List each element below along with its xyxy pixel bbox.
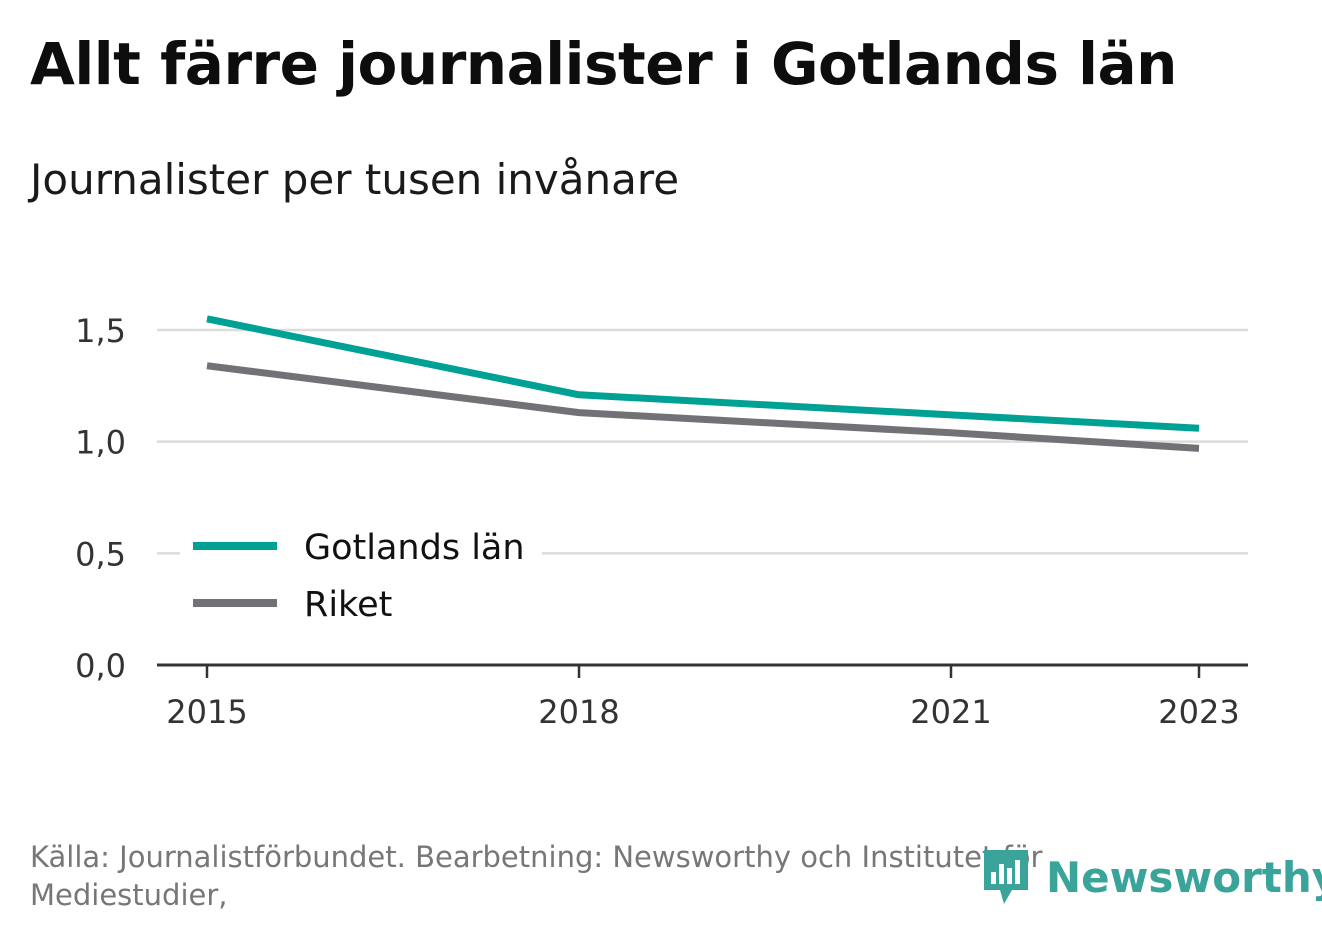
x-tick-label-0: 2015: [166, 693, 247, 731]
x-tick-label-2: 2021: [910, 693, 991, 731]
series-line-1: [206, 362, 1200, 452]
y-tick-label-3: 1,5: [75, 312, 126, 350]
series-lines: [206, 315, 1200, 452]
y-tick-label-1: 0,5: [75, 535, 126, 573]
y-tick-label-2: 1,0: [75, 424, 126, 462]
legend-label-0: Gotlands län: [304, 528, 525, 568]
legend-label-1: Riket: [304, 585, 392, 625]
x-tick-label-3: 2023: [1158, 693, 1239, 731]
newsworthy-logo-icon: [984, 850, 1028, 904]
y-tick-label-0: 0,0: [75, 647, 126, 685]
chart-title: Allt färre journalister i Gotlands län: [30, 30, 1177, 98]
brand-name: Newsworthy: [1046, 852, 1322, 902]
legend: Gotlands län Riket: [180, 515, 542, 635]
series-line-0: [206, 315, 1200, 432]
source-note: Källa: Journalistförbundet. Bearbetning:…: [30, 840, 1043, 912]
brand-logo: Newsworthy: [980, 846, 1322, 908]
legend-background: [180, 515, 542, 635]
x-tick-label-1: 2018: [538, 693, 619, 731]
x-axis-ticks: 2015 2018 2021 2023: [166, 665, 1240, 731]
y-axis-ticks: 0,0 0,5 1,0 1,5: [75, 312, 126, 685]
chart-subtitle: Journalister per tusen invånare: [30, 155, 680, 204]
